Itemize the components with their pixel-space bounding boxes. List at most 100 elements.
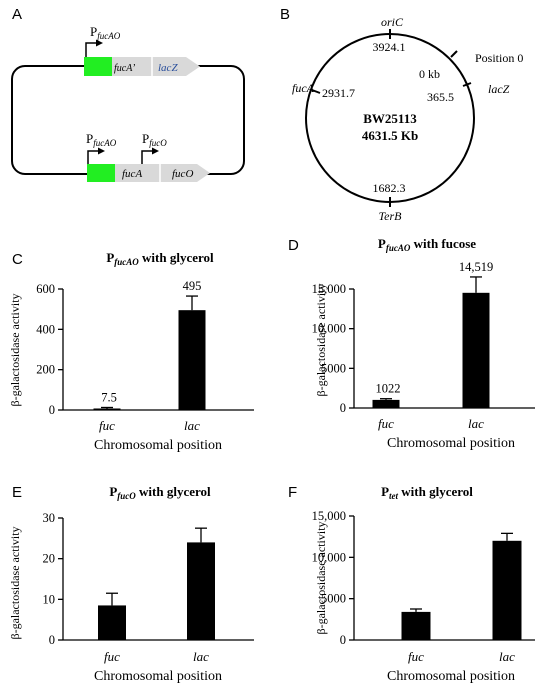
plasmid-loop <box>11 65 245 175</box>
y-tick-label: 15,000 <box>312 509 346 523</box>
promoter-label-fucAO: PfucAO <box>86 131 117 148</box>
strain-name: BW25113 <box>363 111 417 126</box>
gene-arrow-bottom <box>115 164 210 182</box>
panel-label-c: C <box>12 251 23 268</box>
chart-title-base: P <box>381 484 389 499</box>
chart-title-base: P <box>106 250 114 265</box>
bar-fuc <box>372 399 400 408</box>
x-tick-label-lac: lac <box>184 418 200 433</box>
fucA-label: fucA <box>292 81 315 95</box>
y-tick-label: 0 <box>340 633 346 647</box>
chart-fucO-glycerol: PfucO with glycerol 0 10 20 30 β-galactosidas… <box>8 484 254 684</box>
panel-label-b: B <box>280 6 290 23</box>
promoter-box-bottom <box>87 164 115 182</box>
chart-title-subscript: fucAO <box>386 243 411 253</box>
promoter-arrow-fucAO <box>87 150 100 164</box>
panel-label-e: E <box>12 484 22 501</box>
value-label-fuc: 1022 <box>376 382 401 396</box>
y-tick-label: 5000 <box>321 361 346 375</box>
oriC-label: oriC <box>381 15 404 29</box>
construct-diagram: fucA’ lacZ PfucAO fucA fucO PfucAO PfucO <box>11 24 245 182</box>
y-tick-label: 0 <box>49 633 55 647</box>
bar-lac <box>178 310 206 410</box>
bar-fuc <box>98 605 126 640</box>
x-axis-label: Chromosomal position <box>387 669 515 684</box>
y-axis-label: β-galactosidase activity <box>314 521 328 634</box>
promoter-arrow-fucO <box>141 150 154 164</box>
chart-fucAO-fucose: PfucAO with fucose 0 5000 10,000 15,000β-gal… <box>312 236 535 451</box>
y-axis-label: β-galactosidase activity <box>8 293 22 406</box>
chart-title-base: P <box>378 236 386 251</box>
lacZ-label: lacZ <box>488 82 510 96</box>
y-tick-label: 20 <box>43 552 56 566</box>
x-axis-label: Chromosomal position <box>94 669 222 684</box>
y-axis-label: β-galactosidase activity <box>314 283 328 396</box>
chart-title-rest: with fucose <box>410 236 476 251</box>
chart-title-rest: with glycerol <box>398 484 473 499</box>
chart-title-rest: with glycerol <box>136 484 211 499</box>
fucA-position: 2931.7 <box>322 86 355 100</box>
panel-label-a: A <box>12 6 22 23</box>
x-tick-label-fuc: fuc <box>408 649 424 664</box>
position0-label: Position 0 <box>475 51 523 65</box>
chart-fucAO-glycerol: PfucAO with glycerol 0 200 400 600 β-galactos… <box>8 250 254 453</box>
gene-label-fucA: fucA <box>122 168 142 180</box>
bar-lac <box>462 292 490 408</box>
promoter-box-top <box>84 57 112 76</box>
x-tick-label-fuc: fuc <box>104 649 120 664</box>
y-tick-label: 5000 <box>321 592 346 606</box>
chart-title-base: P <box>109 484 117 499</box>
lacZ-position: 365.5 <box>427 90 454 104</box>
value-label-lac: 14,519 <box>459 260 493 274</box>
terB-label: TerB <box>379 209 403 223</box>
y-axis-label: β-galactosidase activity <box>8 526 22 639</box>
panel-label-f: F <box>288 484 297 501</box>
chart-tet-glycerol: Ptet with glycerol 0 5000 10,000 15,000β-gal… <box>312 484 535 684</box>
chart-title-subscript: tet <box>389 491 398 501</box>
tick-position0 <box>450 50 458 58</box>
y-tick-label: 400 <box>36 322 55 336</box>
position0-value: 0 kb <box>419 67 440 81</box>
y-tick-label: 30 <box>43 511 56 525</box>
gene-label-fucO: fucO <box>172 168 193 180</box>
tick-fucA <box>311 89 321 94</box>
x-tick-label-lac: lac <box>499 649 515 664</box>
terB-position: 1682.3 <box>373 181 406 195</box>
y-tick-label: 10,000 <box>312 322 346 336</box>
gene-label-fucA-prime: fucA’ <box>114 63 136 74</box>
x-tick-label-fuc: fuc <box>99 418 115 433</box>
promoter-arrowhead-top <box>96 39 103 47</box>
chart-title: PfucAO with fucose <box>378 236 476 253</box>
bar-lac <box>187 542 215 640</box>
value-label-fuc: 7.5 <box>101 390 117 404</box>
gene-label-lacZ: lacZ <box>158 62 178 74</box>
y-tick-label: 15,000 <box>312 282 346 296</box>
y-tick-label: 10,000 <box>312 550 346 564</box>
x-axis-label: Chromosomal position <box>387 436 515 451</box>
panel-label-d: D <box>288 237 299 254</box>
y-tick-label: 200 <box>36 363 55 377</box>
chart-title-subscript: fucAO <box>114 257 139 267</box>
tick-lacZ <box>462 82 472 87</box>
genome-size: 4631.5 Kb <box>362 128 418 143</box>
promoter-label-fucO: PfucO <box>142 131 167 148</box>
chart-title: PfucO with glycerol <box>109 484 211 501</box>
oriC-position: 3924.1 <box>373 40 406 54</box>
y-tick-label: 600 <box>36 282 55 296</box>
chart-title: PfucAO with glycerol <box>106 250 214 267</box>
promoter-label-top: PfucAO <box>90 24 121 41</box>
promoter-arrowhead-fucO <box>152 147 159 155</box>
promoter-arrow-top <box>85 42 98 57</box>
chart-title: Ptet with glycerol <box>381 484 473 501</box>
promoter-arrowhead-fucAO <box>98 147 105 155</box>
value-label-lac: 495 <box>183 279 202 293</box>
bar-fuc <box>93 408 121 410</box>
x-tick-label-lac: lac <box>193 649 209 664</box>
x-tick-label-fuc: fuc <box>378 416 394 431</box>
chromosome-map: oriC 3924.1 Position 0 0 kb fucA 2931.7 … <box>292 15 523 223</box>
x-axis-label: Chromosomal position <box>94 438 222 453</box>
x-tick-label-lac: lac <box>468 416 484 431</box>
gene-arrow-top <box>112 57 200 76</box>
y-tick-label: 10 <box>43 592 56 606</box>
